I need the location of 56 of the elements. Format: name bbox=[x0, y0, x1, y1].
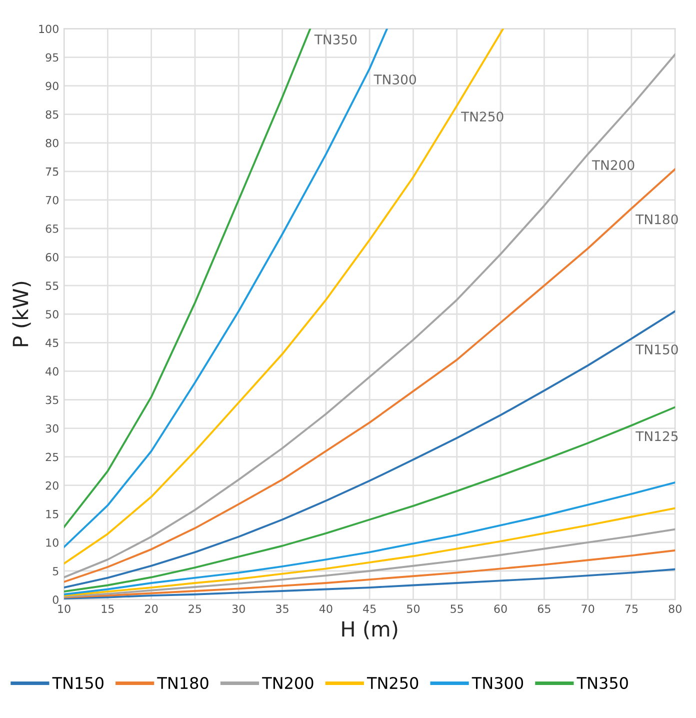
x-tick-label: 30 bbox=[232, 604, 245, 613]
x-tick-label: 70 bbox=[582, 604, 594, 613]
legend-label: TN350 bbox=[576, 676, 628, 690]
y-tick-label: 60 bbox=[46, 253, 58, 262]
line-series bbox=[64, 507, 676, 597]
y-tick-label: 80 bbox=[46, 138, 58, 148]
y-tick-label: 25 bbox=[46, 452, 58, 462]
y-tick-label: 95 bbox=[46, 53, 58, 62]
annotation: TN300 bbox=[374, 74, 416, 84]
y-tick-label: 85 bbox=[46, 110, 58, 119]
x-tick-label: 55 bbox=[450, 604, 463, 613]
annotation: TN150 bbox=[636, 344, 678, 354]
x-tick-label: 10 bbox=[58, 604, 70, 613]
line-series bbox=[64, 28, 504, 565]
y-axis-title: P (kW) bbox=[12, 282, 31, 346]
y-tick-label: 20 bbox=[46, 481, 58, 490]
legend-label: TN200 bbox=[262, 676, 314, 690]
y-tick-label: 65 bbox=[46, 224, 58, 233]
y-tick-label: 70 bbox=[46, 196, 58, 204]
legend-label: TN300 bbox=[472, 676, 524, 690]
legend-label: TN180 bbox=[157, 676, 208, 690]
x-tick-label: 80 bbox=[668, 604, 682, 613]
annotation: TN180 bbox=[636, 214, 678, 224]
x-tick-label: 35 bbox=[276, 604, 288, 613]
x-axis-title: H (m) bbox=[342, 620, 398, 640]
x-tick-label: 40 bbox=[319, 604, 332, 613]
y-tick-label: 0 bbox=[52, 596, 58, 604]
x-tick-label: 20 bbox=[145, 604, 158, 613]
y-tick-label: 5 bbox=[52, 567, 58, 576]
x-tick-label: 75 bbox=[625, 604, 638, 613]
y-tick-label: 75 bbox=[46, 168, 58, 176]
x-tick-label: 45 bbox=[363, 604, 376, 613]
legend-label: TN150 bbox=[52, 676, 104, 690]
y-tick-label: 45 bbox=[46, 338, 58, 348]
x-tick-label: 50 bbox=[407, 604, 420, 613]
y-tick-label: 90 bbox=[46, 82, 58, 90]
annotation: TN350 bbox=[314, 34, 357, 44]
y-tick-label: 50 bbox=[46, 310, 58, 319]
line-series bbox=[64, 28, 312, 528]
y-tick-label: 15 bbox=[46, 510, 58, 518]
y-tick-label: 30 bbox=[46, 424, 58, 433]
y-tick-label: 55 bbox=[46, 282, 58, 290]
line-series bbox=[64, 482, 676, 596]
y-tick-label: 35 bbox=[46, 396, 58, 404]
x-tick-label: 65 bbox=[538, 604, 550, 613]
x-tick-label: 25 bbox=[188, 604, 202, 613]
x-tick-label: 15 bbox=[102, 604, 114, 613]
legend-label: TN250 bbox=[366, 676, 418, 690]
annotation: TN125 bbox=[636, 431, 678, 442]
line-series bbox=[64, 406, 676, 593]
y-tick-label: 40 bbox=[46, 367, 58, 376]
annotation: TN250 bbox=[461, 112, 504, 122]
x-tick-label: 60 bbox=[494, 604, 507, 613]
y-tick-label: 10 bbox=[46, 538, 58, 547]
y-tick-label: 100 bbox=[39, 24, 58, 34]
annotation: TN200 bbox=[592, 160, 634, 170]
